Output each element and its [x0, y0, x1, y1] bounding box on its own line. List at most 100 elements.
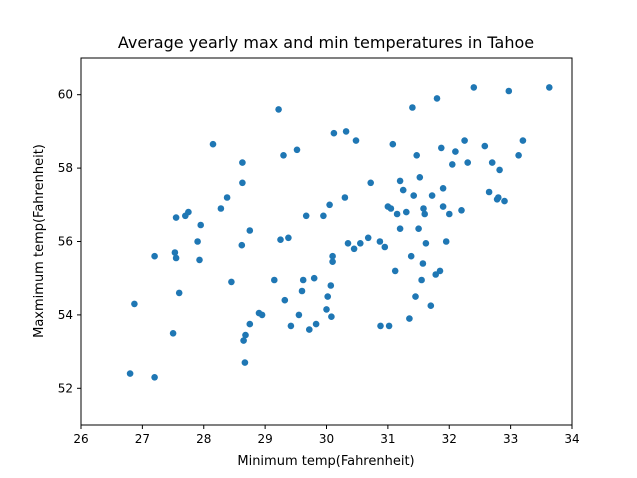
- scatter-point: [446, 210, 453, 218]
- scatter-point: [352, 137, 360, 144]
- scatter-point: [546, 84, 553, 91]
- x-axis: 26 27 28 29 30 31 32 33 34: [73, 425, 580, 446]
- scatter-point: [436, 267, 444, 275]
- scatter-point: [418, 276, 425, 284]
- scatter-point: [131, 300, 138, 308]
- scatter-point: [151, 252, 158, 260]
- scatter-point: [442, 238, 450, 245]
- x-tick-label: 27: [135, 432, 150, 446]
- scatter-point: [412, 293, 419, 300]
- scatter-point: [298, 287, 306, 295]
- scatter-point: [396, 177, 404, 185]
- y-tick-label: 56: [58, 235, 73, 249]
- y-tick-label: 58: [58, 161, 73, 175]
- scatter-point: [246, 227, 254, 234]
- scatter-point: [239, 159, 246, 166]
- scatter-point: [481, 142, 489, 150]
- scatter-point: [413, 152, 421, 159]
- scatter-point: [328, 313, 335, 321]
- scatter-point: [299, 276, 307, 284]
- x-tick-label: 34: [564, 432, 579, 446]
- scatter-point: [495, 194, 502, 201]
- scatter-point: [238, 241, 246, 249]
- data-points: [126, 84, 553, 381]
- y-axis: 52 54 56 58 60: [58, 88, 81, 395]
- scatter-point: [377, 322, 384, 330]
- scatter-point: [197, 221, 204, 229]
- scatter-point: [310, 274, 318, 282]
- scatter-point: [421, 210, 429, 218]
- plot-area: [80, 57, 573, 426]
- x-axis-label: Minimum temp(Fahrenheit): [237, 454, 414, 469]
- scatter-point: [410, 192, 418, 199]
- x-tick-label: 31: [380, 432, 395, 446]
- scatter-point: [329, 252, 336, 260]
- scatter-point: [438, 144, 445, 152]
- scatter-point: [519, 137, 527, 144]
- y-tick-label: 54: [58, 308, 73, 322]
- scatter-point: [464, 159, 472, 166]
- scatter-point: [376, 238, 384, 245]
- scatter-point: [295, 311, 303, 319]
- scatter-point: [223, 194, 231, 201]
- scatter-point: [344, 240, 352, 247]
- scatter-point: [240, 337, 247, 344]
- scatter-point: [420, 205, 427, 212]
- scatter-point: [505, 87, 513, 95]
- scatter-point: [228, 278, 235, 286]
- scatter-point: [171, 249, 179, 256]
- scatter-point: [367, 179, 375, 187]
- x-tick-label: 28: [196, 432, 211, 446]
- scatter-point: [306, 326, 313, 333]
- scatter-point: [312, 320, 320, 328]
- x-tick-label: 32: [442, 432, 457, 446]
- scatter-point: [364, 234, 372, 242]
- scatter-point: [185, 208, 192, 216]
- scatter-point: [407, 252, 415, 260]
- scatter-point: [501, 197, 508, 205]
- scatter-point: [409, 104, 416, 111]
- scatter-point: [415, 225, 422, 232]
- x-tick-label: 26: [73, 432, 88, 446]
- scatter-point: [496, 166, 503, 174]
- scatter-point: [242, 331, 249, 339]
- scatter-point: [287, 322, 295, 330]
- scatter-point: [285, 234, 292, 242]
- scatter-point: [387, 205, 395, 212]
- scatter-point: [172, 254, 180, 262]
- scatter-point: [239, 179, 246, 187]
- scatter-point: [403, 208, 410, 216]
- scatter-point: [302, 212, 310, 220]
- scatter-point: [439, 203, 447, 210]
- x-tick-label: 33: [503, 432, 518, 446]
- scatter-point: [389, 140, 397, 148]
- scatter-point: [350, 245, 358, 253]
- scatter-point: [320, 212, 327, 220]
- y-tick-label: 60: [58, 88, 73, 102]
- scatter-point: [324, 293, 332, 300]
- scatter-point: [280, 152, 287, 159]
- chart-title: Average yearly max and min temperatures …: [118, 33, 534, 52]
- scatter-point: [485, 188, 493, 196]
- scatter-point: [329, 258, 336, 266]
- scatter-point: [433, 95, 441, 102]
- scatter-point: [209, 140, 217, 148]
- scatter-point: [427, 302, 435, 310]
- scatter-point: [271, 276, 278, 284]
- scatter-point: [428, 192, 436, 199]
- scatter-point: [385, 322, 393, 330]
- scatter-point: [461, 137, 468, 144]
- scatter-point: [126, 370, 134, 377]
- scatter-point: [275, 106, 282, 113]
- scatter-point: [281, 296, 289, 304]
- scatter-point: [342, 128, 350, 135]
- scatter-point: [458, 207, 465, 214]
- x-tick-label: 30: [319, 432, 334, 446]
- scatter-point: [217, 205, 225, 212]
- scatter-point: [175, 289, 183, 297]
- scatter-point: [169, 330, 177, 337]
- scatter-point: [396, 225, 404, 232]
- x-tick-label: 29: [257, 432, 272, 446]
- scatter-point: [327, 282, 335, 289]
